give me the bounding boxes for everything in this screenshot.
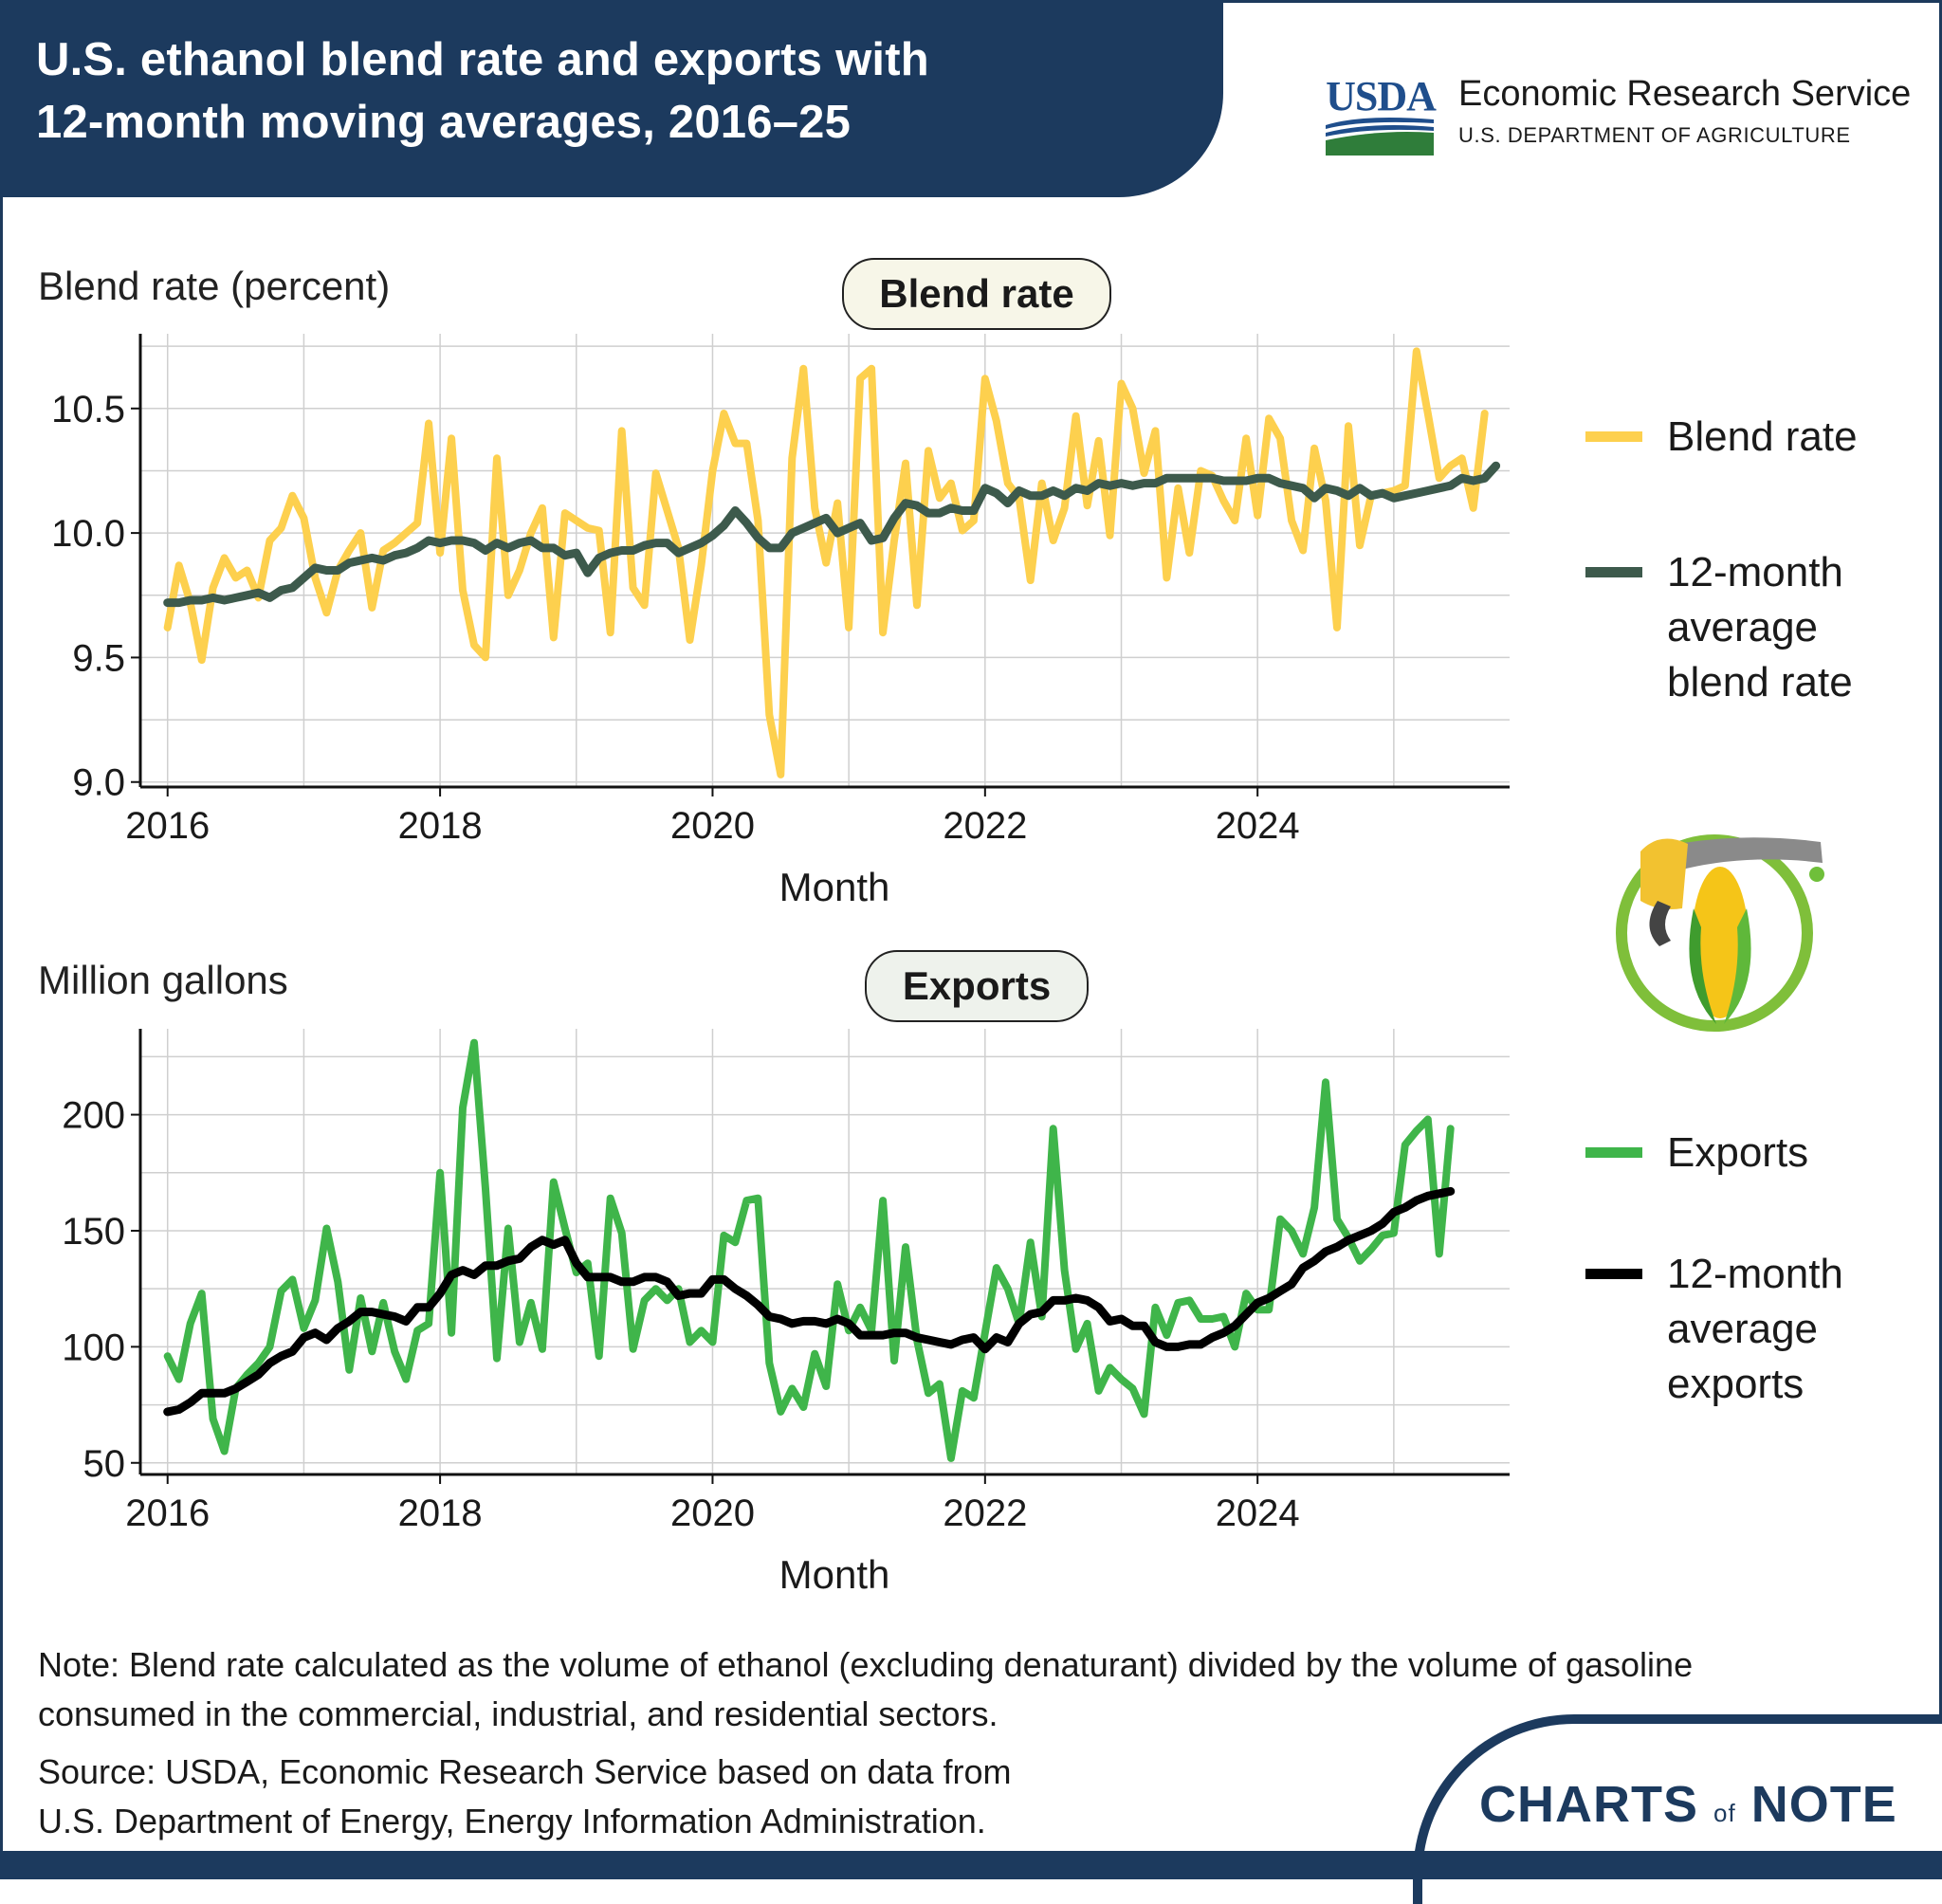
exports-x-tick-label: 2018 [398, 1492, 483, 1534]
exports-y-tick-label: 100 [62, 1327, 125, 1368]
blend-y-tick-label: 10.0 [51, 513, 125, 555]
source-text: Source: USDA, Economic Research Service … [38, 1748, 1176, 1846]
brand-part-2: of [1713, 1799, 1736, 1827]
exports-y-tick-label: 50 [83, 1443, 126, 1485]
blend-chart: 9.0 9.5 10.0 10.5 2016 2018 2020 2022 2024 Month [51, 334, 1510, 909]
legend-blend-avg-line-2: average [1667, 604, 1819, 650]
brand-part-1: CHARTS [1479, 1776, 1698, 1833]
blend-x-tick-label: 2024 [1216, 805, 1300, 847]
blend-y-label: Blend rate (percent) [38, 264, 391, 308]
exports-y-label: Million gallons [38, 958, 288, 1002]
exports-y-tick-label: 150 [62, 1211, 125, 1253]
exports-series-avg-line [163, 1186, 1456, 1417]
org-name: Economic Research Service [1458, 74, 1912, 114]
exports-x-tick-label: 2024 [1216, 1492, 1300, 1534]
exports-x-tick-label: 2016 [125, 1492, 210, 1534]
note-text: Note: Blend rate calculated as the volum… [38, 1645, 1694, 1733]
legend-swatch-blend [1585, 431, 1642, 442]
exports-x-tick-label: 2022 [943, 1492, 1027, 1534]
org-dept: U.S. DEPARTMENT OF AGRICULTURE [1458, 123, 1851, 147]
title-line-1: U.S. ethanol blend rate and exports with [36, 34, 929, 85]
blend-series-monthly-line [163, 347, 1489, 778]
source-line-1: Source: USDA, Economic Research Service … [38, 1752, 1012, 1791]
legend-label-blend-avg: 12-month average blend rate [1667, 545, 1853, 710]
legend-label-blend: Blend rate [1667, 413, 1858, 460]
page-title: U.S. ethanol blend rate and exports with… [36, 28, 1155, 154]
title-line-2: 12-month moving averages, 2016–25 [36, 97, 852, 148]
blend-series-avg-line [163, 461, 1501, 608]
blend-badge: Blend rate [842, 258, 1111, 330]
blend-y-tick-label: 10.5 [51, 389, 125, 430]
exports-y-tick-label: 200 [62, 1095, 125, 1137]
legend-swatch-exports-avg [1585, 1269, 1642, 1279]
blend-x-tick-label: 2022 [943, 805, 1027, 847]
charts-of-note-logo: CHARTS of NOTE [1479, 1775, 1897, 1834]
exports-badge: Exports [865, 950, 1089, 1022]
legend-blend-avg-line-3: blend rate [1667, 659, 1853, 705]
usda-logo-text: USDA [1326, 73, 1437, 119]
blend-y-tick-label: 9.5 [72, 637, 125, 679]
blend-x-tick-label: 2016 [125, 805, 210, 847]
legend-label-exports: Exports [1667, 1129, 1809, 1176]
exports-x-axis-title: Month [779, 1552, 890, 1597]
usda-hills-icon [1326, 118, 1434, 156]
legend-swatch-blend-avg [1585, 567, 1642, 577]
legend-exports-avg-line-3: exports [1667, 1361, 1805, 1407]
blend-y-tick-label: 9.0 [72, 762, 125, 804]
legend-label-exports-avg: 12-month average exports [1667, 1247, 1843, 1412]
footer-band [0, 1851, 1942, 1879]
legend-exports-avg-line-1: 12-month [1667, 1251, 1843, 1297]
ethanol-fuel-nozzle-corn-icon [1616, 834, 1824, 1032]
exports-x-tick-label: 2020 [670, 1492, 755, 1534]
legend-exports-avg-line-2: average [1667, 1306, 1819, 1352]
blend-x-axis-title: Month [779, 865, 890, 909]
blend-x-tick-label: 2020 [670, 805, 755, 847]
brand-part-3: NOTE [1750, 1776, 1897, 1833]
legend-blend-avg-line-1: 12-month [1667, 549, 1843, 595]
source-line-2: U.S. Department of Energy, Energy Inform… [38, 1802, 986, 1840]
exports-chart: 50 100 150 200 2016 2018 2020 2022 2024 Month [62, 1029, 1510, 1597]
blend-x-tick-label: 2018 [398, 805, 483, 847]
legend-swatch-exports [1585, 1147, 1642, 1158]
header-band [0, 0, 1223, 197]
